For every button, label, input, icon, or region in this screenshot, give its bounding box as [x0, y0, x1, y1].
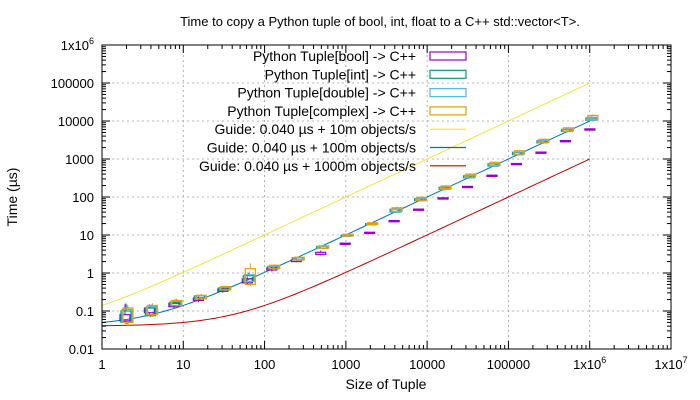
guide-line	[102, 82, 590, 306]
candle-box	[269, 264, 281, 270]
candle-box	[244, 268, 256, 286]
x-tick-label: 1	[98, 357, 105, 372]
legend-label: Python Tuple[bool] -> C++	[253, 48, 416, 64]
x-tick-label: 1x106	[573, 355, 606, 372]
x-axis-label: Size of Tuple	[346, 376, 427, 392]
candle-box	[146, 304, 159, 316]
y-tick-label: 0.01	[69, 342, 94, 357]
guide-line	[102, 158, 590, 327]
candle-box	[220, 285, 232, 291]
candle-box	[388, 219, 400, 223]
candle-box	[364, 231, 376, 235]
candle-box	[461, 185, 474, 189]
candle-box	[559, 139, 572, 143]
chart-title: Time to copy a Python tuple of bool, int…	[180, 14, 580, 29]
candle-box	[413, 208, 425, 211]
candle-box	[464, 173, 477, 178]
candle-box	[537, 139, 549, 144]
x-tick-label: 10000	[409, 357, 445, 372]
legend-label: Python Tuple[double] -> C++	[237, 85, 416, 101]
candle-box	[339, 242, 351, 245]
candle-box	[437, 197, 449, 200]
legend-swatch	[429, 106, 467, 116]
candle-box	[171, 299, 183, 307]
x-tick-label: 100	[254, 357, 276, 372]
y-tick-label: 10	[80, 228, 94, 243]
candle-box	[416, 196, 428, 201]
x-tick-label: 10	[176, 357, 190, 372]
x-tick-exponent: 6	[601, 355, 606, 365]
candle-box	[512, 151, 525, 156]
candle-box	[390, 208, 402, 213]
axis-ticks: 1 10 100 1000 10000 100000 1x106 1x107 0.01 0.1 1 1…	[51, 36, 688, 372]
legend-label: Python Tuple[complex] -> C++	[227, 103, 416, 119]
y-tick-label: 100	[72, 190, 94, 205]
candle-box	[119, 314, 131, 322]
candle-box	[586, 116, 598, 121]
candle-box	[584, 128, 596, 131]
y-tick-label: 10000	[58, 114, 94, 129]
candle-box	[367, 222, 379, 226]
legend-label: Guide: 0.040 µs + 100m objects/s	[207, 140, 416, 156]
candle-box	[243, 274, 255, 283]
legend-swatch	[429, 69, 467, 79]
legend-label: Guide: 0.040 µs + 1000m objects/s	[199, 158, 416, 174]
candle-box	[587, 114, 599, 121]
series-group	[122, 114, 599, 327]
x-tick-label: 1000	[331, 357, 360, 372]
legend-swatch	[429, 51, 467, 61]
candle-box	[538, 138, 550, 143]
candle-box	[513, 150, 526, 155]
y-tick-label: 1x106	[61, 36, 94, 53]
candle-box	[293, 256, 305, 261]
candle-box	[195, 294, 207, 300]
legend-swatch	[429, 87, 467, 98]
y-tick-label: 100000	[51, 76, 94, 91]
candle-box	[486, 174, 498, 177]
candle-box	[510, 162, 523, 166]
candle-box	[315, 251, 327, 255]
y-tick-label: 1000	[65, 152, 94, 167]
y-axis-label: Time (µs)	[4, 168, 20, 227]
candle-box	[144, 307, 157, 317]
candle-box	[535, 151, 547, 154]
candle-box	[122, 307, 134, 324]
candle-box	[440, 185, 452, 190]
candle-box	[562, 127, 575, 132]
candle-box	[489, 161, 501, 166]
y-tick-label: 0.1	[76, 304, 94, 319]
legend: Python Tuple[bool] -> C++ Python Tuple[in…	[199, 48, 467, 174]
candlestick-series	[119, 114, 599, 327]
y-tick-exponent: 6	[89, 36, 94, 46]
y-tick-label: 1	[87, 266, 94, 281]
x-tick-label: 1x107	[654, 355, 687, 372]
candle-box	[318, 245, 330, 249]
x-tick-label: 100000	[487, 357, 530, 372]
legend-label: Python Tuple[int] -> C++	[265, 66, 416, 82]
x-tick-exponent: 7	[683, 355, 688, 365]
legend-label: Guide: 0.040 µs + 10m objects/s	[215, 121, 416, 137]
candle-box	[342, 233, 354, 237]
candle-box	[391, 207, 403, 212]
